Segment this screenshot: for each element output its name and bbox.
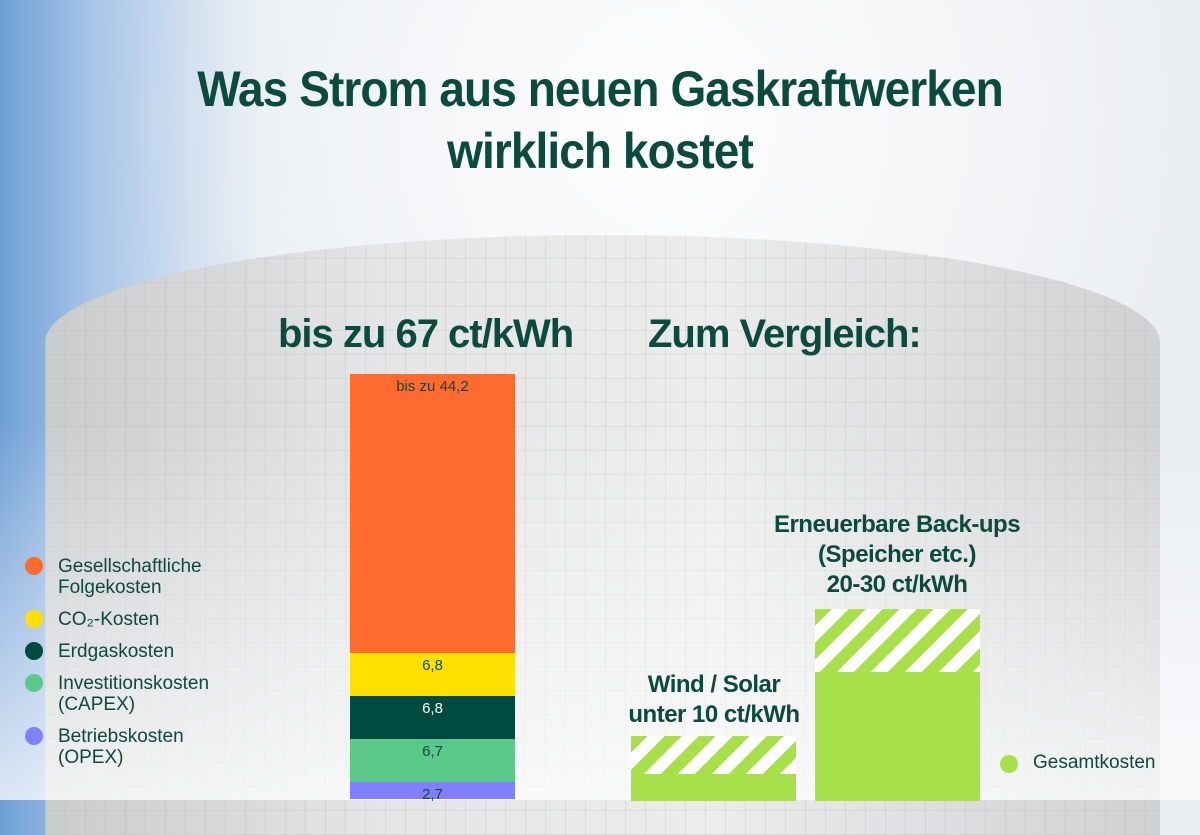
- legend-line: CO₂-Kosten: [58, 609, 160, 630]
- data-label: 2,7: [422, 785, 443, 803]
- wind-solar-label: Wind / Solar unter 10 ct/kWh: [600, 670, 828, 730]
- legend-line: (OPEX): [58, 747, 124, 768]
- range-hatch: [815, 609, 980, 673]
- legend-label: Betriebskosten (OPEX): [58, 726, 184, 768]
- label-line: unter 10 ct/kWh: [628, 701, 800, 728]
- bar-segment: 6,7: [350, 739, 515, 782]
- label-line: (Speicher etc.): [818, 541, 976, 568]
- legend-dot: [25, 610, 43, 628]
- legend-label: CO₂-Kosten: [58, 609, 159, 630]
- comparison-bar-backups: [815, 609, 980, 801]
- label-line: 20-30 ct/kWh: [826, 571, 968, 598]
- legend-dot: [25, 727, 43, 745]
- comparison-bar-wind-solar: [631, 735, 796, 801]
- legend-line: (CAPEX): [58, 694, 136, 715]
- legend-item: Investitionskosten (CAPEX): [25, 673, 209, 715]
- legend-label: Gesamtkosten: [1033, 752, 1156, 773]
- bar-segment: 2,7: [350, 781, 515, 803]
- data-label: 6,7: [422, 743, 443, 761]
- legend-dot: [1000, 754, 1018, 773]
- legend-label: Erdgaskosten: [58, 641, 174, 662]
- legend-line: Investitionskosten: [58, 673, 210, 694]
- page-title: Was Strom aus neuen Gaskraftwerken wirkl…: [48, 58, 1152, 182]
- legend-dot: [25, 642, 43, 660]
- legend-item: CO₂-Kosten: [25, 609, 209, 630]
- bar-segment: 6,8: [350, 696, 515, 740]
- compare-heading: Zum Vergleich:: [648, 312, 922, 356]
- legend-line: Erdgaskosten: [58, 641, 175, 662]
- legend-item: Betriebskosten (OPEX): [25, 726, 209, 768]
- bar-segment: 6,8: [350, 653, 515, 697]
- legend-line: Folgekosten: [58, 577, 162, 598]
- background-fade: [0, 420, 1200, 800]
- legend-label: Gesellschaftliche Folgekosten: [58, 556, 202, 598]
- legend-label: Investitionskosten (CAPEX): [58, 673, 209, 715]
- legend-dot: [25, 674, 43, 692]
- data-label: bis zu 44,2: [396, 377, 469, 395]
- bar-segment: bis zu 44,2: [350, 373, 515, 654]
- data-label: 6,8: [422, 700, 443, 718]
- data-label: 6,8: [422, 657, 443, 675]
- label-line: Erneuerbare Back-ups: [773, 511, 1021, 538]
- gas-heading: bis zu 67 ct/kWh: [278, 312, 574, 356]
- legend-item: Gesellschaftliche Folgekosten: [25, 556, 209, 598]
- legend-dot: [25, 557, 43, 575]
- legend-line: Gesellschaftliche: [58, 556, 202, 577]
- legend-item: Erdgaskosten: [25, 641, 209, 662]
- range-solid: [815, 672, 980, 801]
- range-hatch: [631, 735, 796, 774]
- label-line: Wind / Solar: [647, 671, 781, 698]
- range-solid: [631, 773, 796, 801]
- legend: Gesellschaftliche Folgekosten CO₂-Kosten …: [25, 556, 209, 779]
- title-line-2: wirklich kostet: [447, 123, 754, 179]
- legend-line: Betriebskosten: [58, 726, 184, 747]
- title-line-1: Was Strom aus neuen Gaskraftwerken: [197, 61, 1003, 117]
- backups-label: Erneuerbare Back-ups (Speicher etc.) 20-…: [747, 510, 1047, 600]
- legend-total: Gesamtkosten: [1000, 752, 1156, 774]
